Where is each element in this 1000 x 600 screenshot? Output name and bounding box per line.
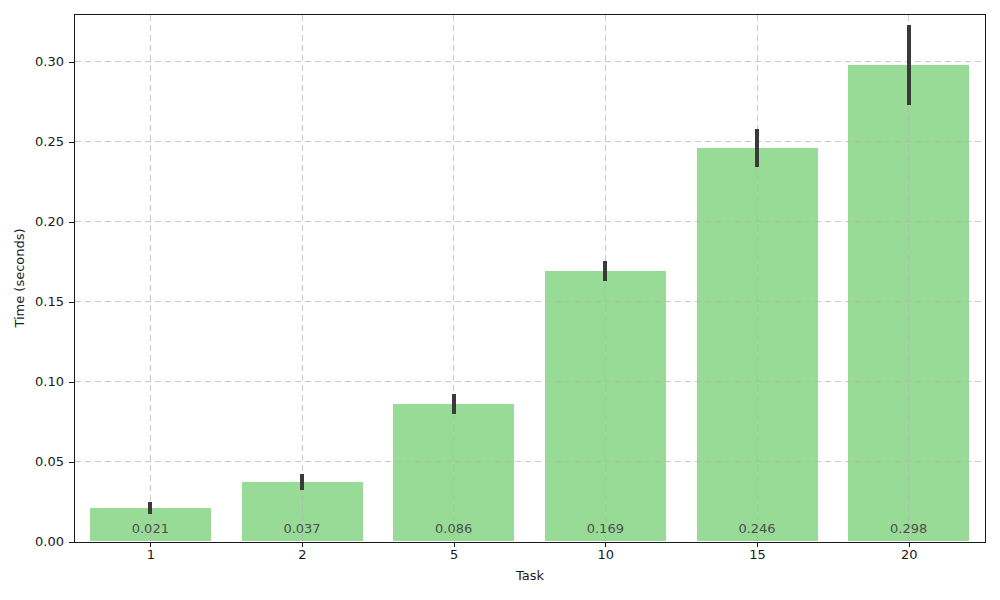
- error-bar: [148, 502, 152, 515]
- y-tick-label: 0.00: [18, 534, 64, 550]
- x-tick-label: 10: [576, 547, 636, 563]
- bar: [697, 148, 818, 542]
- error-bar: [907, 25, 911, 105]
- error-bar: [755, 129, 759, 167]
- bar: [848, 65, 969, 542]
- x-tick-label: 2: [273, 547, 333, 563]
- y-tick: [69, 142, 74, 143]
- plot-area: 0.021 0.037 0.086 0.169 0.246 0.298: [74, 14, 986, 543]
- bar-value-label: 0.021: [90, 521, 210, 536]
- y-tick-label: 0.05: [18, 454, 64, 470]
- bar: [545, 271, 666, 541]
- y-tick-label: 0.15: [18, 294, 64, 310]
- x-gridline: [302, 15, 303, 542]
- y-tick: [69, 302, 74, 303]
- y-tick-label: 0.30: [18, 54, 64, 70]
- error-bar: [300, 474, 304, 490]
- y-tick-label: 0.10: [18, 374, 64, 390]
- x-tick-label: 15: [728, 547, 788, 563]
- bar-value-label: 0.246: [697, 521, 817, 536]
- bar-value-label: 0.169: [545, 521, 665, 536]
- bar-value-label: 0.298: [849, 521, 969, 536]
- y-gridline: [75, 61, 985, 62]
- error-bar: [452, 394, 456, 415]
- y-tick: [69, 462, 74, 463]
- y-tick: [69, 542, 74, 543]
- x-axis-label: Task: [480, 568, 580, 583]
- x-tick-label: 20: [879, 547, 939, 563]
- bar-value-label: 0.086: [394, 521, 514, 536]
- y-tick: [69, 62, 74, 63]
- x-tick-label: 1: [121, 547, 181, 563]
- y-tick-label: 0.20: [18, 214, 64, 230]
- error-bar: [603, 261, 607, 282]
- bar-chart-figure: 0.021 0.037 0.086 0.169 0.246 0.298 Task Time…: [0, 0, 1000, 600]
- bar-value-label: 0.037: [242, 521, 362, 536]
- y-tick: [69, 222, 74, 223]
- y-tick: [69, 382, 74, 383]
- y-axis-label: Time (seconds): [12, 228, 27, 327]
- x-tick-label: 5: [424, 547, 484, 563]
- x-gridline: [150, 15, 151, 542]
- y-tick-label: 0.25: [18, 134, 64, 150]
